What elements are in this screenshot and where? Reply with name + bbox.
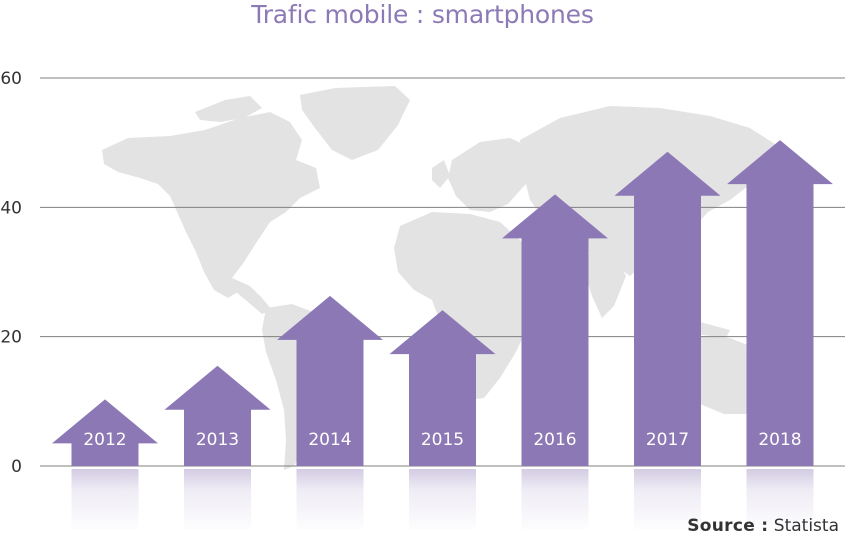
map-arctic-islands xyxy=(195,96,262,122)
chart-title: Trafic mobile : smartphones xyxy=(251,0,594,29)
category-label: 2015 xyxy=(421,430,464,450)
arrow-reflections xyxy=(71,469,814,529)
category-label: 2018 xyxy=(758,430,801,450)
y-tick-label: 0 xyxy=(11,457,22,477)
arrow-reflection xyxy=(746,469,814,529)
arrow-bars: 2012 2013 2014 2015 2016 2017 2018 xyxy=(52,140,833,466)
arrow-reflection xyxy=(71,469,139,529)
category-label: 2017 xyxy=(646,430,689,450)
arrow-bar-2013 xyxy=(164,365,271,466)
arrow-bar-2017 xyxy=(614,151,721,466)
map-north-america xyxy=(102,112,320,298)
source-value: Statista xyxy=(773,516,839,536)
arrow-reflection xyxy=(521,469,589,529)
arrow-bar-2016 xyxy=(502,194,608,466)
map-greenland xyxy=(300,86,410,160)
category-label: 2013 xyxy=(196,430,239,450)
source-note: Source : Statista xyxy=(687,516,839,536)
map-central-america xyxy=(232,278,272,314)
arrow-bar-2014 xyxy=(277,295,383,466)
category-label: 2012 xyxy=(83,430,126,450)
map-africa xyxy=(394,212,540,400)
arrow-bar-2015 xyxy=(389,310,496,466)
y-tick-label: 60 xyxy=(0,69,22,89)
y-axis-ticks: 0 20 40 60 xyxy=(0,69,22,477)
arrow-reflection xyxy=(634,469,701,529)
category-label: 2014 xyxy=(308,430,351,450)
map-europe xyxy=(448,138,540,212)
y-tick-label: 40 xyxy=(0,198,22,218)
map-india xyxy=(584,250,626,318)
arrow-bar-2018 xyxy=(727,140,833,466)
category-label: 2016 xyxy=(533,430,576,450)
source-label: Source : xyxy=(687,516,769,536)
map-uk xyxy=(432,160,450,188)
arrow-reflection xyxy=(409,469,476,529)
arrow-bar-2012 xyxy=(52,399,158,466)
arrow-reflection xyxy=(184,469,251,529)
arrow-reflection xyxy=(296,469,364,529)
y-tick-label: 20 xyxy=(0,328,22,348)
